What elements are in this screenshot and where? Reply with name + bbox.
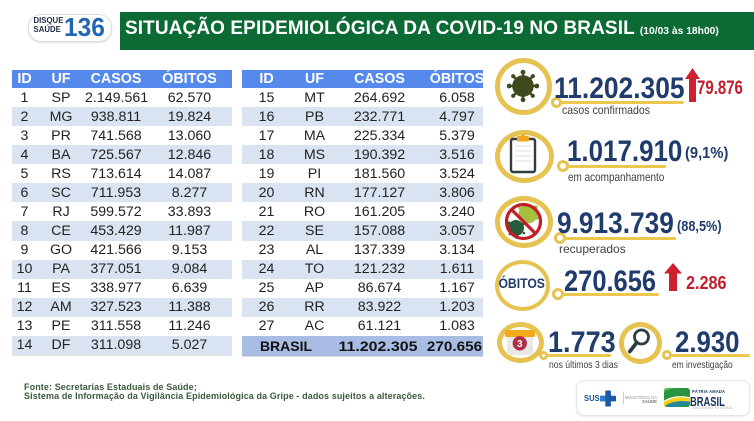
svg-text:3: 3	[517, 339, 523, 350]
